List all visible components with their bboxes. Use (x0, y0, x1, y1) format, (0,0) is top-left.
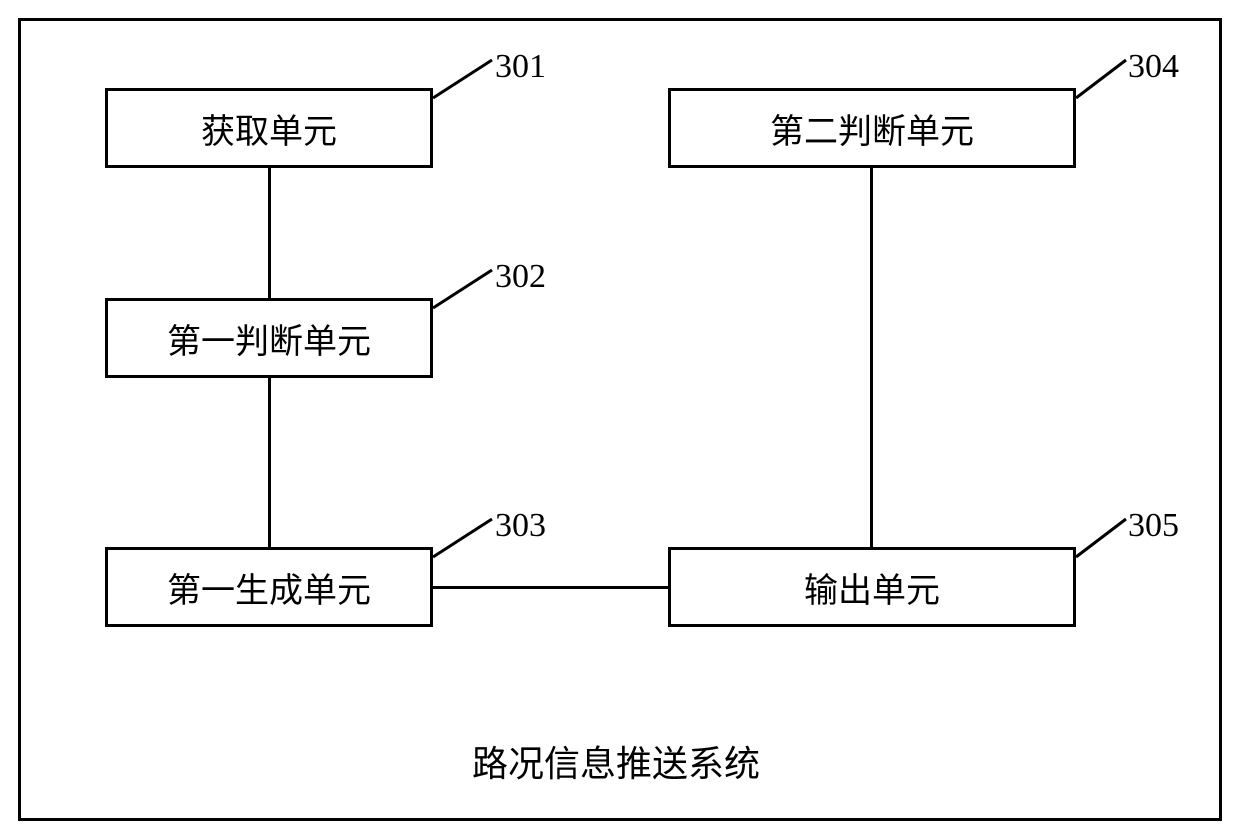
diagram-caption: 路况信息推送系统 (472, 735, 760, 787)
connector (268, 378, 271, 547)
node-ref-label: 302 (495, 258, 546, 296)
node-box: 第二判断单元 (668, 88, 1076, 168)
connector (268, 168, 271, 298)
node-box: 第一判断单元 (105, 298, 433, 378)
node-label: 第一判断单元 (167, 314, 371, 363)
node-label: 第二判断单元 (770, 104, 974, 153)
connector (870, 168, 873, 547)
node-box: 输出单元 (668, 547, 1076, 627)
connector (433, 586, 668, 589)
node-ref-label: 305 (1128, 507, 1179, 545)
node-label: 获取单元 (201, 104, 337, 153)
node-ref-label: 303 (495, 507, 546, 545)
node-box: 获取单元 (105, 88, 433, 168)
node-label: 第一生成单元 (167, 563, 371, 612)
node-label: 输出单元 (804, 563, 940, 612)
node-ref-label: 301 (495, 48, 546, 86)
node-ref-label: 304 (1128, 48, 1179, 86)
node-box: 第一生成单元 (105, 547, 433, 627)
